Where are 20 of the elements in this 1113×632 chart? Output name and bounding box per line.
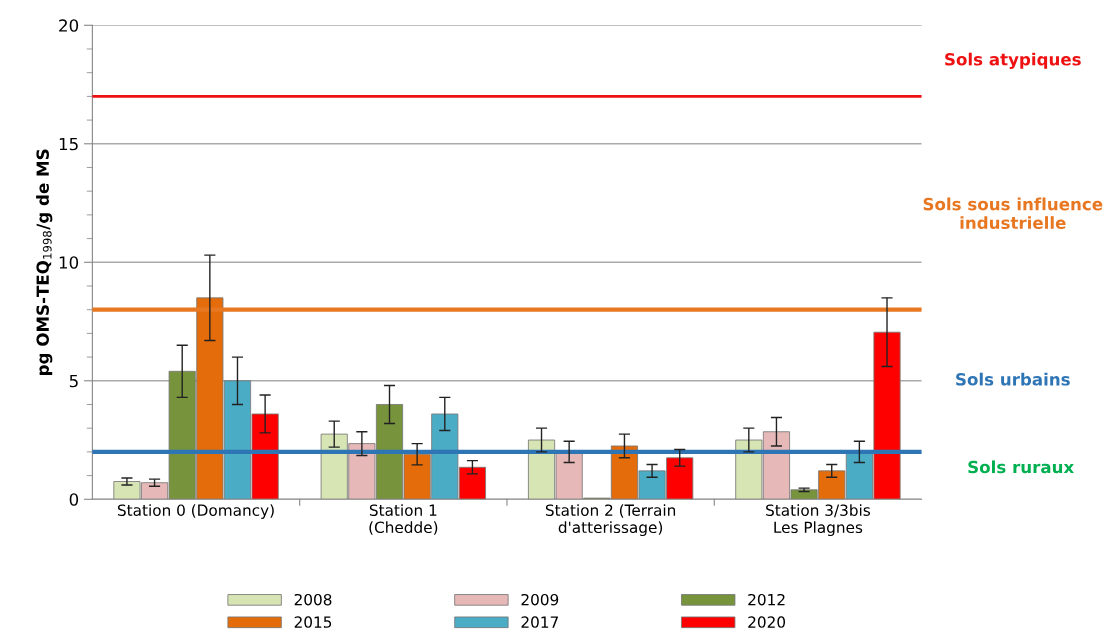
x-tick-label: Station 3/3bis Les Plagnes (766, 504, 870, 537)
x-tick-label: Station 2 (Terrain d'atterissage) (545, 504, 676, 537)
legend-label: 2008 (294, 593, 332, 606)
y-tick-label: 0 (69, 493, 79, 506)
y-axis-title: pg OMS-TEQ$_{1998}$/g de MS (36, 149, 53, 375)
ref-line-label: Sols atypiques (945, 52, 1081, 69)
legend-label: 2015 (294, 616, 332, 628)
y-tick-label: 20 (59, 19, 79, 32)
legend-label: 2017 (521, 616, 558, 628)
legend-label: 2020 (748, 616, 786, 628)
y-tick-label: 15 (59, 137, 78, 151)
x-tick-label: Station 1 (Chedde) (369, 504, 438, 535)
text: Sols ruraux (968, 460, 1074, 474)
ref-line-label: Sols urbains (956, 372, 1070, 386)
x-tick-label: Station 0 (Domancy) (117, 504, 274, 519)
ref-line-label: Sols sous influence industrielle (923, 197, 1103, 230)
legend-label: 2009 (521, 593, 559, 606)
legend-label: 2012 (748, 593, 785, 606)
y-tick-label: 10 (59, 256, 79, 269)
y-tick-label: 5 (69, 374, 78, 388)
